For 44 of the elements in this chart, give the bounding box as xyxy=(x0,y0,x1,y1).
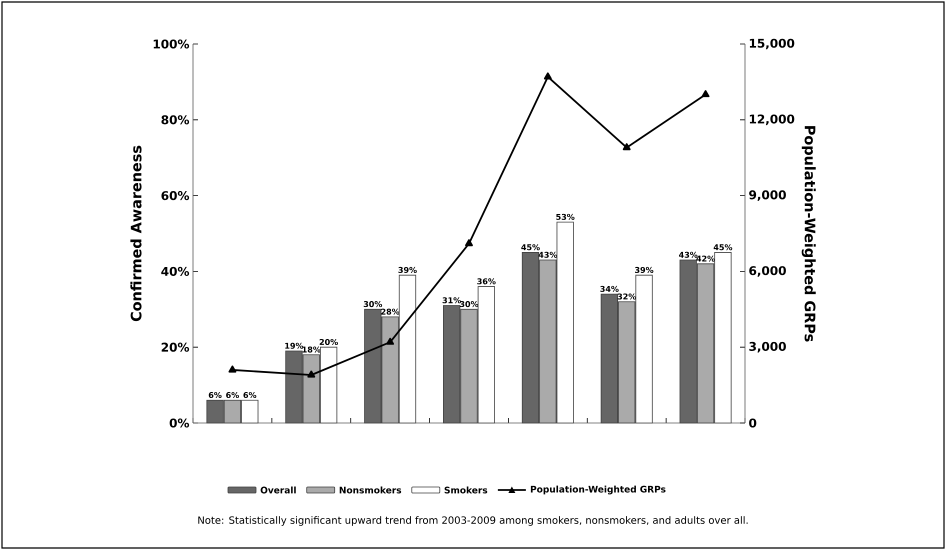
text: Note: Statistically significant upward trend from 2003-2009 among smokers, nonsmokers, and adults over all. xyxy=(198,516,748,526)
y2-tick-label: 9,000 xyxy=(749,190,786,201)
data-label: 45% xyxy=(521,244,540,250)
y2-tick-label: 6,000 xyxy=(749,266,786,277)
data-label: 30% xyxy=(364,301,382,308)
y-tick-label: 80% xyxy=(161,115,190,124)
data-label: 36% xyxy=(477,278,496,284)
data-label: 34% xyxy=(600,286,619,292)
data-label: 39% xyxy=(398,266,417,273)
data-label: 18% xyxy=(302,346,321,353)
point xyxy=(702,90,710,98)
point xyxy=(386,338,394,345)
data-label: 19% xyxy=(285,342,304,349)
y2-axis-title: Population-Weighted GRPs xyxy=(802,126,816,342)
data-label: 43% xyxy=(679,252,698,258)
legend-label: Smokers xyxy=(444,486,488,494)
y2-tick-label: 3,000 xyxy=(749,342,786,353)
y-tick-label: 60% xyxy=(161,191,190,200)
point xyxy=(622,143,631,150)
y2-tick-label: 0 xyxy=(749,418,756,428)
y2-tick-label: 15,000 xyxy=(750,38,794,50)
data-label: 53% xyxy=(556,214,575,220)
legend-label: Nonsmokers xyxy=(340,486,402,494)
legend-label: Overall xyxy=(260,486,296,494)
y-tick-label: 0% xyxy=(170,418,190,428)
data-label: 42% xyxy=(696,256,715,262)
data-label: 6% xyxy=(208,392,222,398)
point xyxy=(465,239,473,246)
point xyxy=(544,72,552,80)
data-label: 31% xyxy=(442,297,461,304)
y-tick-label: 40% xyxy=(161,266,190,276)
data-label: 6% xyxy=(243,392,256,398)
point xyxy=(228,366,236,373)
y-tick-label: 100% xyxy=(154,39,190,49)
y-tick-label: 20% xyxy=(162,342,190,352)
y2-tick-label: 12,000 xyxy=(750,114,794,126)
y-axis-title: Confirmed Awareness xyxy=(130,146,142,322)
data-label: 45% xyxy=(714,244,732,250)
legend-label: Population-Weighted GRPs xyxy=(530,486,666,494)
data-label: 20% xyxy=(320,338,338,345)
data-label: 30% xyxy=(460,301,478,308)
data-label: 39% xyxy=(635,266,654,273)
point xyxy=(307,370,316,378)
data-label: 6% xyxy=(226,392,239,398)
